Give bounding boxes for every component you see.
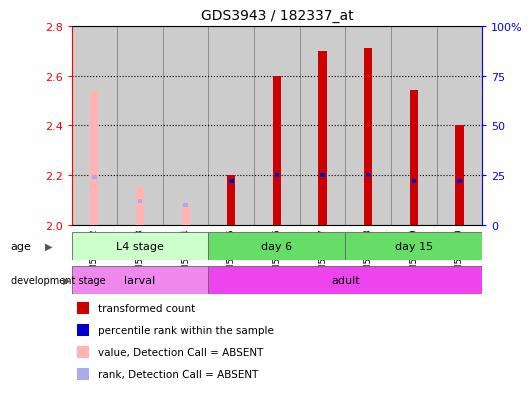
Bar [300, 27, 346, 225]
Bar [364, 49, 372, 225]
Bar [90, 91, 99, 225]
Bar [72, 232, 208, 260]
Title: GDS3943 / 182337_at: GDS3943 / 182337_at [201, 9, 353, 23]
Bar [346, 232, 482, 260]
Bar [208, 266, 482, 294]
Bar [92, 176, 96, 180]
Text: ▶: ▶ [63, 275, 70, 285]
Text: rank, Detection Call = ABSENT: rank, Detection Call = ABSENT [98, 369, 259, 379]
Text: L4 stage: L4 stage [116, 241, 164, 251]
Bar [346, 27, 391, 225]
Bar [254, 27, 300, 225]
Text: transformed count: transformed count [98, 304, 195, 313]
Bar [320, 173, 325, 178]
Text: development stage: development stage [11, 275, 105, 285]
Text: ▶: ▶ [45, 241, 52, 251]
Bar [391, 27, 437, 225]
Bar [273, 76, 281, 225]
Bar [163, 27, 208, 225]
Bar [208, 27, 254, 225]
Bar [319, 52, 326, 225]
Bar [410, 91, 418, 225]
Bar [229, 180, 234, 183]
Bar [275, 173, 279, 178]
Bar [455, 126, 464, 225]
Bar [457, 180, 462, 183]
Text: adult: adult [331, 275, 360, 285]
Bar [72, 27, 117, 225]
Bar [182, 205, 190, 225]
Text: day 6: day 6 [261, 241, 293, 251]
Bar [208, 232, 346, 260]
Bar [366, 173, 370, 178]
Bar [117, 27, 163, 225]
Bar [412, 180, 416, 183]
Text: percentile rank within the sample: percentile rank within the sample [98, 325, 274, 335]
Bar [437, 27, 482, 225]
Bar [227, 176, 235, 225]
Bar [136, 188, 144, 225]
Text: larval: larval [125, 275, 156, 285]
Bar [138, 199, 142, 203]
Text: age: age [11, 241, 31, 251]
Text: day 15: day 15 [395, 241, 433, 251]
Bar [183, 203, 188, 207]
Bar [72, 266, 208, 294]
Text: value, Detection Call = ABSENT: value, Detection Call = ABSENT [98, 347, 263, 357]
